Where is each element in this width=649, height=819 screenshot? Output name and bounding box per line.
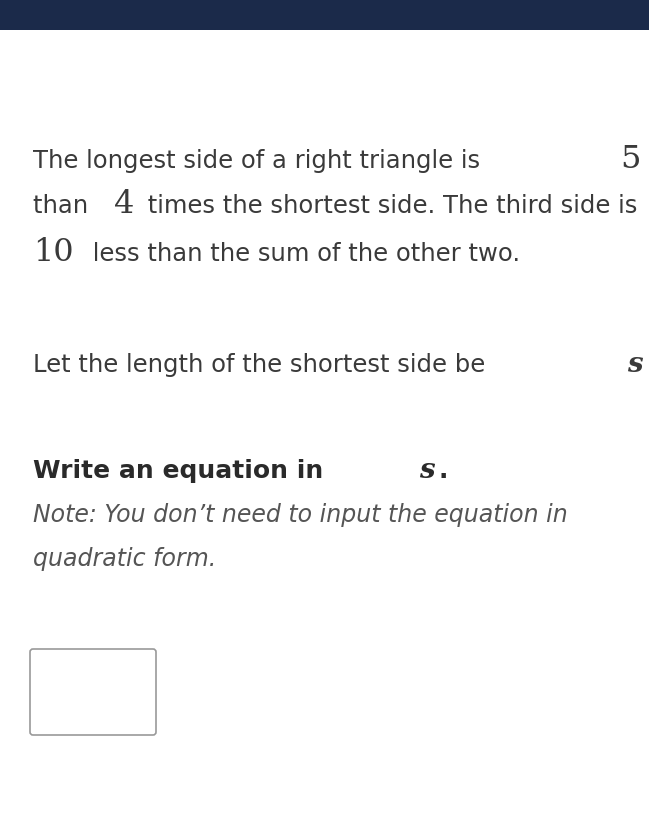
- Text: cm: cm: [646, 350, 649, 378]
- Text: than: than: [33, 194, 96, 218]
- Text: 10: 10: [33, 237, 73, 268]
- Text: more: more: [646, 149, 649, 173]
- Text: .: .: [439, 459, 448, 483]
- Bar: [0, 0, 649, 30]
- Text: quadratic form.: quadratic form.: [33, 547, 216, 571]
- Text: Write an equation in: Write an equation in: [33, 459, 332, 483]
- Text: times the shortest side. The third side is: times the shortest side. The third side …: [140, 194, 638, 218]
- Text: less than the sum of the other two.: less than the sum of the other two.: [86, 242, 520, 266]
- FancyBboxPatch shape: [30, 649, 156, 735]
- Text: Let the length of the shortest side be: Let the length of the shortest side be: [33, 353, 493, 377]
- Text: 5: 5: [620, 144, 641, 175]
- Text: The longest side of a right triangle is: The longest side of a right triangle is: [33, 149, 488, 173]
- Text: s: s: [419, 457, 434, 484]
- Text: Note: You don’t need to input the equation in: Note: You don’t need to input the equati…: [33, 503, 568, 527]
- Text: s: s: [626, 351, 642, 378]
- Text: 4: 4: [114, 189, 134, 220]
